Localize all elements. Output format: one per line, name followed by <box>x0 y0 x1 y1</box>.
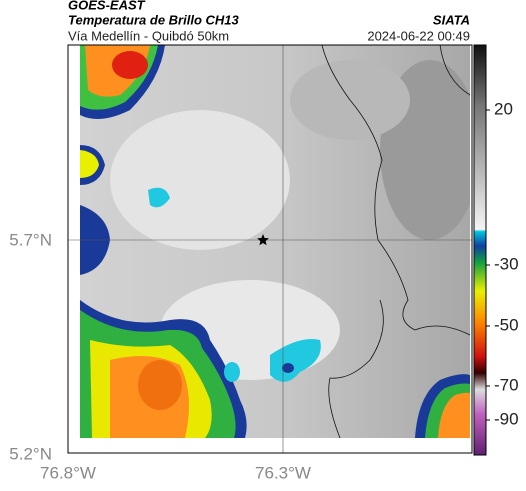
source-label: GOES-EAST <box>68 0 146 12</box>
colorbar-tick: -50 <box>494 315 519 334</box>
colorbar-tick: -90 <box>494 409 519 428</box>
org-label: SIATA <box>433 12 470 27</box>
colorbar-tick: 20 <box>494 99 513 118</box>
lat-tick-label: 5.2°N <box>9 444 52 463</box>
lon-tick-label: 76.3°W <box>255 463 311 482</box>
timestamp: 2024-06-22 00:49 <box>367 28 470 43</box>
satellite-image <box>80 45 470 438</box>
colorbar-tick: -70 <box>494 375 519 394</box>
lat-tick-label: 5.7°N <box>9 230 52 249</box>
location-star <box>257 234 269 246</box>
colorbar <box>473 44 487 456</box>
lon-tick-label: 76.8°W <box>40 463 96 482</box>
colorbar-tick: -30 <box>494 254 519 273</box>
map-frame <box>67 44 473 454</box>
route-label: Vía Medellín - Quibdó 50km <box>68 28 229 43</box>
map-title: Temperatura de Brillo CH13 <box>68 12 240 27</box>
